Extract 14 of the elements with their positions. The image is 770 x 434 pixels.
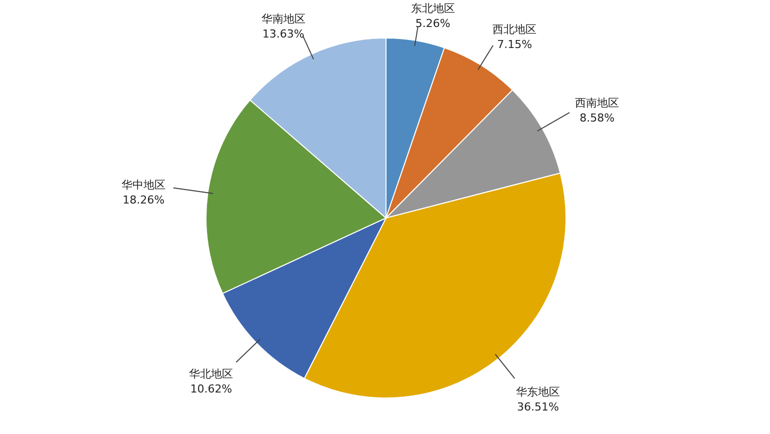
- slice-label: 华中地区: [122, 178, 166, 192]
- data-label: 13.63%: [262, 27, 304, 40]
- data-label: 36.51%: [516, 400, 559, 414]
- data-label: 18.26%: [122, 193, 165, 206]
- data-label: 5.26%: [415, 16, 450, 30]
- data-label: 8.58%: [580, 112, 615, 125]
- slice-label: 华北地区: [189, 368, 234, 381]
- slice-label: 华南地区: [261, 12, 306, 26]
- slice-label: 华东地区: [516, 385, 560, 398]
- data-label: 7.15%: [497, 38, 532, 52]
- slice-label: 西南地区: [575, 96, 620, 110]
- slice-label: 西北地区: [492, 23, 537, 36]
- data-label: 10.62%: [190, 382, 232, 396]
- slice-label: 东北地区: [410, 2, 455, 15]
